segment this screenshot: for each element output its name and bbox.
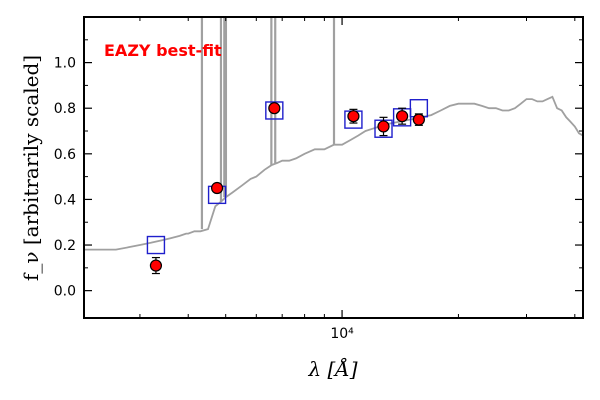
y-tick-label: 1.0 — [54, 56, 76, 72]
template-spectrum-line — [84, 95, 583, 251]
observed-point — [396, 110, 409, 123]
observed-point — [377, 120, 390, 133]
annotation-label: EAZY best-fit — [104, 41, 222, 60]
plot-frame — [83, 16, 584, 319]
model-point — [265, 101, 284, 120]
ticks-layer: 0.0 0.2 0.4 0.6 0.8 1.0 10⁴ — [54, 17, 583, 342]
observed-point — [149, 259, 163, 272]
observed-layer — [149, 102, 425, 275]
y-tick-label: 0.4 — [54, 192, 76, 208]
x-axis-title: λ [Å] — [307, 356, 357, 381]
y-tick-label: 0.2 — [54, 238, 76, 254]
model-point — [146, 235, 166, 255]
x-tick-label: 10⁴ — [330, 326, 354, 342]
y-tick-label: 0.0 — [54, 284, 76, 300]
observed-point — [268, 102, 281, 115]
y-tick-label: 0.8 — [54, 101, 76, 117]
y-tick-label: 0.6 — [54, 147, 76, 163]
observed-point — [347, 110, 360, 123]
observed-point — [210, 181, 224, 195]
template-layer — [84, 17, 583, 251]
y-axis-title: f_ν [arbitrarily scaled] — [19, 55, 43, 281]
observed-point — [412, 113, 425, 126]
